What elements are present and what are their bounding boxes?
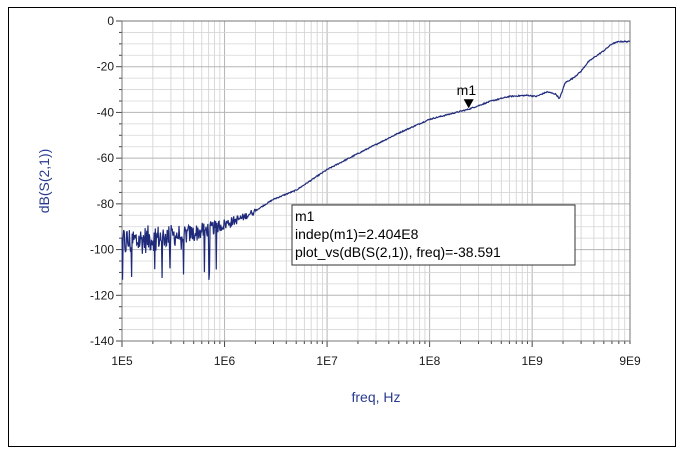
- x-tick-labels: 1E5 1E6 1E7 1E8 1E9 9E9: [111, 354, 641, 368]
- x-tick-label: 1E5: [111, 354, 133, 368]
- x-tick-label: 1E6: [214, 354, 236, 368]
- y-tick-label: -120: [90, 288, 114, 302]
- grid-lines: [121, 20, 631, 342]
- line-chart: 0-20-40-60-80-100-120-140 1E5 1E6 1E7 1E8 1E…: [36, 14, 641, 405]
- x-tick-label: 9E9: [619, 354, 641, 368]
- y-tick-label: -80: [97, 197, 115, 211]
- plot-frame: 0 -20 -40 -60 -80 -100 -120 -140 1E5 1E6 1E7 1E8 1E…: [8, 7, 676, 447]
- y-tick-label: -100: [90, 243, 114, 257]
- marker-label: m1: [457, 82, 477, 98]
- readout-indep: indep(m1)=2.404E8: [295, 226, 419, 242]
- y-tick-label: -60: [97, 151, 115, 165]
- y-tick-label: -140: [90, 334, 114, 348]
- x-tick-label: 1E7: [316, 354, 338, 368]
- x-tick-label: 1E9: [521, 354, 543, 368]
- readout-border: [291, 204, 576, 266]
- y-tick-label: 0: [107, 14, 114, 28]
- marker-readout-box: m1 indep(m1)=2.404E8 plot_vs(dB(S(2,1)),…: [291, 204, 576, 266]
- x-tick-label: 1E8: [419, 354, 441, 368]
- readout-value: plot_vs(dB(S(2,1)), freq)=-38.591: [295, 244, 501, 260]
- readout-title: m1: [295, 208, 315, 224]
- plot-border: [121, 20, 631, 342]
- y-axis-title: dB(S(2,1)): [36, 149, 52, 214]
- y-tick-label: -40: [97, 105, 115, 119]
- y-tick-label: -20: [97, 60, 115, 74]
- marker-triangle[interactable]: [463, 99, 474, 109]
- x-axis-title: freq, Hz: [351, 389, 400, 405]
- series-line: [121, 39, 631, 280]
- y-tick-labels: 0 -20 -40 -60 -80 -100 -120 -140: [90, 14, 114, 348]
